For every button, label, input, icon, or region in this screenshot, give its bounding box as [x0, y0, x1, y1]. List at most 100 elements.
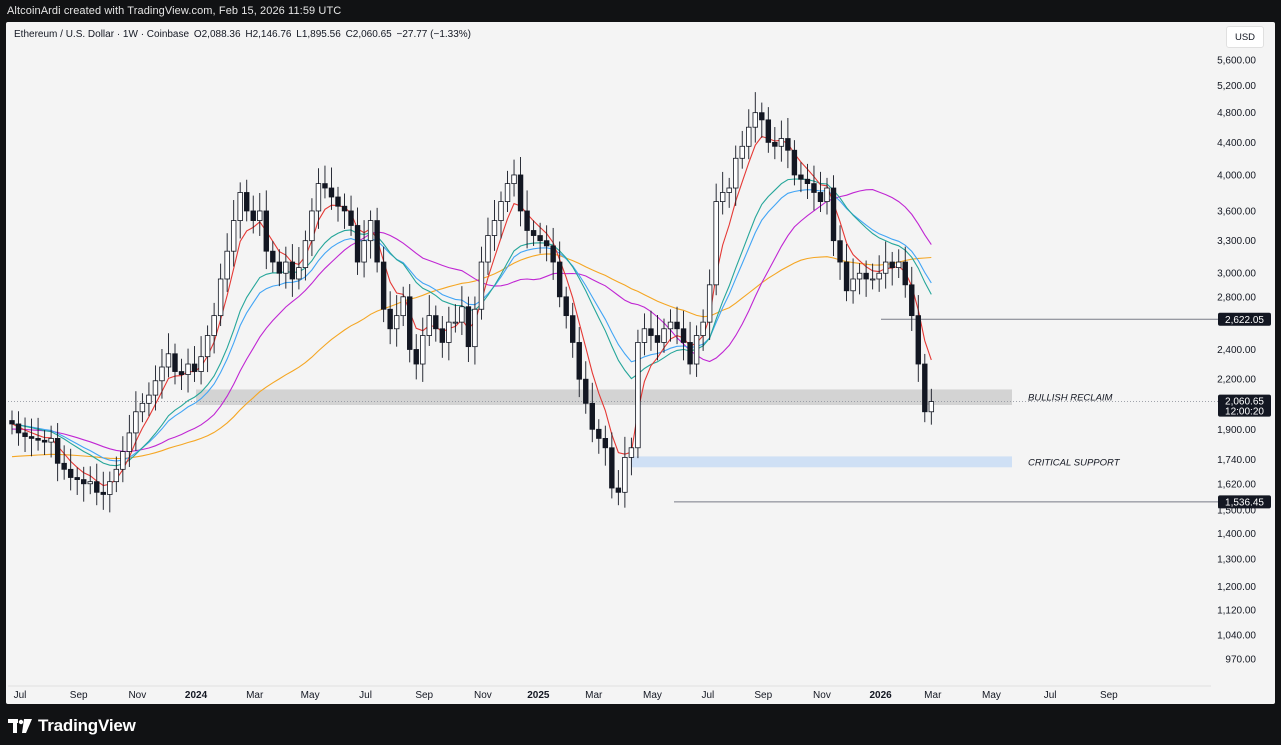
tradingview-branding: TradingView	[8, 716, 136, 736]
candle-up	[700, 321, 706, 336]
x-tick-label: Mar	[585, 690, 603, 701]
candle-down	[407, 296, 413, 350]
candle-down	[602, 438, 609, 449]
y-tick-label: 4,800.00	[1217, 108, 1256, 119]
candle-down	[413, 349, 419, 365]
candle-down	[765, 119, 772, 143]
candle-up	[367, 220, 374, 242]
candle-up	[706, 284, 713, 323]
price-label-badge	[1218, 312, 1271, 326]
candle-down	[804, 178, 811, 185]
candle-down	[537, 235, 543, 242]
candle-up	[511, 174, 517, 185]
candle-down	[589, 402, 595, 430]
price-label-badge	[1218, 394, 1271, 417]
critical-support-zone	[631, 456, 1012, 468]
x-tick-label: Sep	[1100, 690, 1118, 701]
candle-down	[15, 423, 22, 434]
candle-up	[361, 240, 367, 263]
y-tick-label: 4,000.00	[1217, 170, 1256, 181]
candle-down	[465, 306, 472, 348]
x-tick-label: Jul	[359, 690, 372, 701]
candle-up	[733, 157, 739, 189]
candle-down	[772, 141, 778, 147]
candle-down	[915, 315, 921, 365]
candle-down	[556, 261, 563, 298]
x-tick-label: 2024	[185, 690, 208, 701]
candle-down	[759, 112, 765, 121]
candle-up	[159, 366, 165, 382]
candle-up	[726, 187, 732, 193]
candle-up	[48, 438, 54, 443]
y-tick-label: 2,200.00	[1217, 375, 1256, 386]
legend-low: L1,895.56	[296, 29, 341, 40]
countdown-label-text: 12:00:20	[1225, 407, 1264, 418]
candle-down	[811, 183, 817, 193]
candle-down	[817, 192, 824, 202]
currency-button[interactable]: USD	[1226, 26, 1264, 48]
candle-down	[244, 192, 250, 212]
candle-down	[439, 328, 446, 343]
ma-purple-line	[11, 189, 932, 452]
x-tick-label: 2025	[527, 690, 550, 701]
x-tick-label: Nov	[813, 690, 831, 701]
candle-up	[237, 192, 243, 221]
candle-up	[283, 261, 289, 274]
price-label-badge	[1218, 495, 1271, 509]
ema-blue-line	[11, 189, 932, 462]
y-tick-label: 5,600.00	[1217, 56, 1256, 67]
candle-up	[491, 220, 498, 236]
candle-up	[739, 145, 745, 159]
candle-up	[850, 278, 856, 292]
candle-up	[752, 112, 758, 128]
candle-down	[648, 328, 654, 336]
candle-up	[485, 235, 491, 263]
candle-down	[263, 210, 269, 252]
candle-up	[661, 328, 667, 343]
x-tick-label: Sep	[415, 690, 433, 701]
candle-down	[28, 436, 35, 439]
candle-down	[9, 420, 15, 425]
candle-down	[250, 210, 256, 221]
x-tick-label: Nov	[474, 690, 492, 701]
legend-change: −27.77 (−1.33%)	[396, 29, 472, 40]
candle-up	[641, 328, 648, 343]
candle-up	[107, 481, 113, 495]
candle-up	[198, 356, 204, 372]
legend-symbol: Ethereum / U.S. Dollar · 1W · Coinbase	[14, 29, 190, 40]
x-tick-label: May	[643, 690, 662, 701]
candle-up	[133, 411, 139, 434]
candle-down	[889, 261, 895, 268]
chart-caption: AltcoinArdi created with TradingView.com…	[7, 5, 342, 17]
x-tick-label: Mar	[246, 690, 264, 701]
candle-down	[270, 250, 276, 263]
legend-open: O2,088.36	[193, 29, 241, 40]
critical-support-label: CRITICAL SUPPORT	[1028, 457, 1121, 468]
candle-down	[596, 428, 602, 439]
y-tick-label: 1,040.00	[1217, 631, 1256, 642]
candle-down	[674, 321, 680, 330]
candle-up	[446, 321, 452, 343]
candle-down	[178, 371, 185, 375]
candle-down	[570, 315, 576, 343]
candle-up	[400, 296, 406, 317]
x-tick-label: May	[982, 690, 1001, 701]
candle-up	[504, 183, 511, 202]
candle-up	[882, 261, 889, 274]
y-tick-label: 1,120.00	[1217, 605, 1256, 616]
candle-down	[380, 261, 387, 310]
price-chart[interactable]: BULLISH RECLAIM CRITICAL SUPPORT 5,600.00 5…	[6, 22, 1275, 704]
y-tick-label: 4,400.00	[1217, 138, 1256, 149]
x-tick-label: Jul	[14, 690, 27, 701]
candle-down	[550, 245, 556, 263]
candle-down	[791, 149, 798, 176]
candle-up	[622, 456, 628, 493]
candle-up	[896, 261, 902, 268]
candle-down	[322, 183, 328, 189]
candle-down	[61, 462, 67, 470]
y-tick-label: 1,200.00	[1217, 582, 1256, 593]
candle-up	[869, 278, 876, 281]
candle-up	[139, 402, 146, 413]
chart-panel[interactable]: BULLISH RECLAIM CRITICAL SUPPORT 5,600.00 5…	[6, 22, 1275, 704]
symbol-legend: Ethereum / U.S. Dollar · 1W · Coinbase O…	[14, 29, 473, 40]
